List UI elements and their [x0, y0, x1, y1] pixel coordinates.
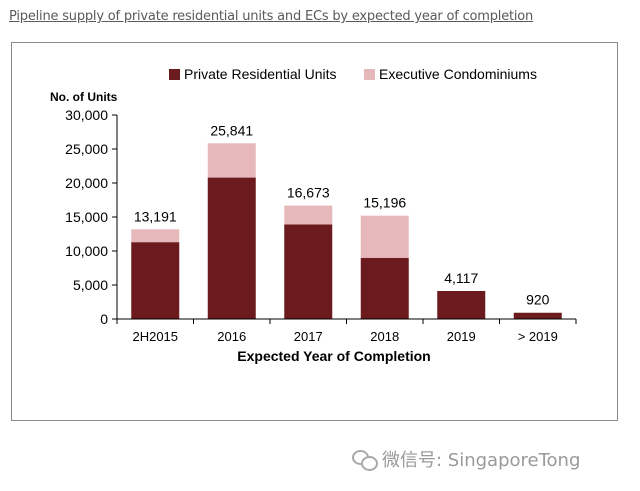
y-tick-label: 15,000 [65, 209, 108, 225]
x-tick-label: 2017 [294, 329, 323, 344]
bar-executive-condominium [207, 143, 256, 178]
y-tick-label: 30,000 [65, 107, 108, 123]
x-tick-label: 2018 [370, 329, 399, 344]
bar-total-label: 920 [526, 292, 550, 308]
y-tick-label: 5,000 [73, 277, 108, 293]
watermark-text: 微信号: SingaporeTong [382, 450, 581, 471]
x-axis-ticks: 2H2015 2016 2017 2018 2019 > 2019 [116, 319, 577, 344]
legend-label: Private Residential Units [184, 66, 337, 82]
x-tick-label: 2H2015 [132, 329, 178, 344]
y-tick-label: 10,000 [65, 243, 108, 259]
legend-label: Executive Condominiums [379, 66, 537, 82]
page-title[interactable]: Pipeline supply of private residential u… [9, 9, 534, 24]
y-tick-label: 20,000 [65, 175, 108, 191]
bar-total-label: 25,841 [210, 122, 253, 138]
legend-swatch [169, 69, 180, 80]
bar-private-residential [131, 242, 180, 319]
y-tick-label: 25,000 [65, 141, 108, 157]
bar-private-residential [284, 224, 333, 319]
x-axis-label: Expected Year of Completion [237, 348, 430, 364]
bar-total-label: 16,673 [287, 185, 330, 201]
watermark: 微信号: SingaporeTong [352, 446, 580, 472]
wechat-icon [352, 448, 378, 471]
y-axis-ticks: 0 5,000 10,000 15,000 20,000 25,000 30,000 [65, 107, 117, 327]
x-tick-label: 2019 [447, 329, 476, 344]
bars [131, 143, 562, 319]
x-tick-label: > 2019 [518, 329, 558, 344]
bar-total-label: 15,196 [363, 195, 406, 211]
bar-private-residential [513, 312, 562, 319]
bar-total-label: 4,117 [444, 270, 478, 286]
stacked-bar-chart: Private Residential Units Executive Condo… [50, 66, 577, 364]
bar-private-residential [360, 257, 409, 319]
bar-total-label: 13,191 [134, 208, 177, 224]
y-axis-label: No. of Units [50, 90, 118, 104]
total-labels: 13,191 25,841 16,673 15,196 4,117 920 [134, 122, 550, 307]
legend-swatch [364, 69, 375, 80]
bar-executive-condominium [360, 215, 409, 258]
bar-private-residential [437, 291, 486, 319]
x-tick-label: 2016 [217, 329, 246, 344]
bar-private-residential [207, 177, 256, 319]
bar-executive-condominium [284, 205, 333, 225]
bar-executive-condominium [131, 229, 180, 243]
chart-legend: Private Residential Units Executive Condo… [169, 66, 537, 82]
y-tick-label: 0 [100, 311, 108, 327]
chart-frame: Private Residential Units Executive Condo… [11, 42, 618, 421]
